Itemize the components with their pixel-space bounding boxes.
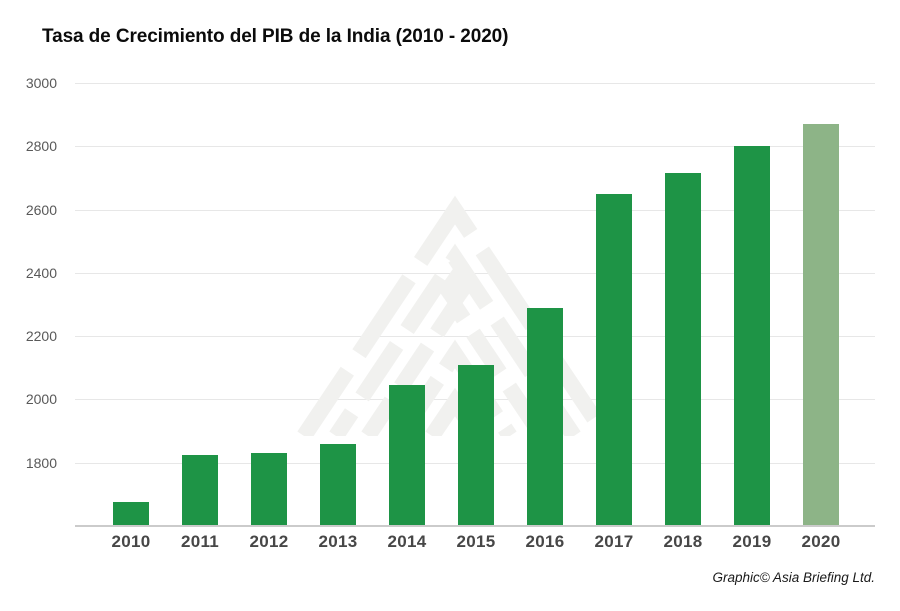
x-axis-label-2011: 2011: [180, 532, 220, 551]
credit-text: Graphic© Asia Briefing Ltd.: [712, 570, 875, 585]
y-axis-label-3000: 3000: [25, 75, 57, 91]
bar-2013: [320, 444, 356, 526]
gridline-2400: [75, 273, 875, 274]
gridline-2800: [75, 146, 875, 147]
y-axis-label-2000: 2000: [25, 391, 57, 407]
x-axis-label-2015: 2015: [456, 532, 496, 551]
bar-2020: [803, 124, 839, 526]
y-axis-label-2200: 2200: [25, 328, 57, 344]
asia-briefing-watermark-icon: [297, 195, 613, 436]
bar-2014: [389, 385, 425, 526]
gridline-2600: [75, 210, 875, 211]
x-axis-label-2016: 2016: [525, 532, 565, 551]
y-axis-label-2600: 2600: [25, 202, 57, 218]
gridline-3000: [75, 83, 875, 84]
bar-2019: [734, 146, 770, 526]
x-axis-line: [75, 525, 875, 527]
bar-2018: [665, 173, 701, 526]
bar-2016: [527, 308, 563, 526]
x-axis-label-2014: 2014: [387, 532, 427, 551]
x-axis-label-2018: 2018: [663, 532, 703, 551]
x-axis-label-2012: 2012: [249, 532, 289, 551]
x-axis-label-2010: 2010: [111, 532, 151, 551]
bar-2015: [458, 365, 494, 526]
chart-title: Tasa de Crecimiento del PIB de la India …: [42, 26, 509, 47]
y-axis-label-1800: 1800: [25, 455, 57, 471]
x-axis-label-2020: 2020: [801, 532, 841, 551]
x-axis-label-2013: 2013: [318, 532, 358, 551]
bar-2011: [182, 455, 218, 526]
x-axis-label-2017: 2017: [594, 532, 634, 551]
y-axis-label-2800: 2800: [25, 138, 57, 154]
bar-2010: [113, 502, 149, 526]
x-axis-label-2019: 2019: [732, 532, 772, 551]
y-axis-label-2400: 2400: [25, 265, 57, 281]
bar-2017: [596, 194, 632, 526]
bar-2012: [251, 453, 287, 526]
